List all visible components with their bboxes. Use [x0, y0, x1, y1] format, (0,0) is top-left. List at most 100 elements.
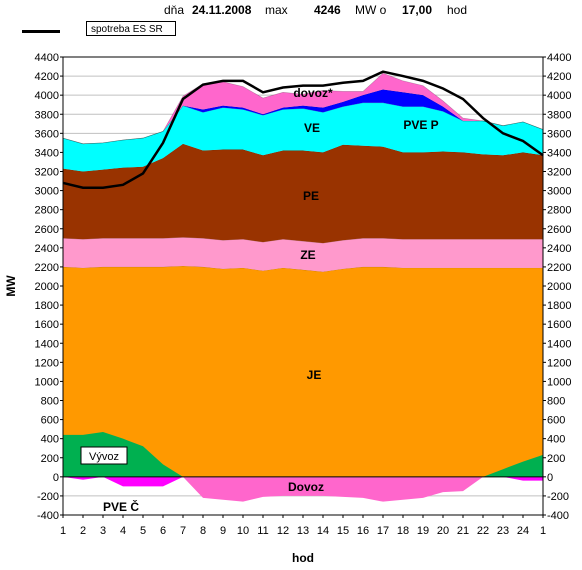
annotation-vyvoz-box — [80, 446, 128, 465]
y-tick-label-left: 1800 — [35, 300, 59, 312]
y-tick-label-right: 3200 — [547, 167, 571, 179]
unit-label: MW o — [355, 3, 387, 17]
x-tick-label: 18 — [397, 525, 409, 537]
series-line-spotreba — [62, 70, 544, 189]
y-tick-label-right: 1600 — [547, 319, 571, 331]
y-tick-label-right: 1200 — [547, 357, 571, 369]
area-ze — [63, 237, 543, 272]
y-tick-label-left: 200 — [41, 453, 59, 465]
y-tick-label-right: 2600 — [547, 224, 571, 236]
y-tick-label-left: 3400 — [35, 147, 59, 159]
y-tick-label-right: -400 — [547, 510, 569, 522]
y-tick-label-right: 0 — [547, 472, 553, 484]
y-tick-label-left: 2800 — [35, 205, 59, 217]
x-tick-label: 16 — [357, 525, 369, 537]
annotation-pe: PE — [303, 189, 319, 203]
y-tick-label-left: 1000 — [35, 376, 59, 388]
x-tick-label: 5 — [140, 525, 146, 537]
x-tick-label: 22 — [477, 525, 489, 537]
area-pve-c — [63, 476, 543, 487]
area-pve-p — [63, 89, 543, 144]
area-dovoz-neg — [63, 476, 543, 502]
y-tick-label-left: 3600 — [35, 128, 59, 140]
y-tick-label-right: 1400 — [547, 338, 571, 350]
y-tick-label-left: 2200 — [35, 262, 59, 274]
y-tick-label-right: 4400 — [547, 52, 571, 64]
y-tick-label-right: 2400 — [547, 243, 571, 255]
y-tick-label-right: 2800 — [547, 205, 571, 217]
y-tick-label-right: 400 — [547, 434, 565, 446]
x-tick-label: 20 — [437, 525, 449, 537]
x-tick-label: 8 — [200, 525, 206, 537]
y-tick-label-right: -200 — [547, 491, 569, 503]
area-pe — [63, 143, 543, 244]
y-tick-label-left: 2000 — [35, 281, 59, 293]
y-tick-label-left: 1400 — [35, 338, 59, 350]
x-tick-label: 12 — [277, 525, 289, 537]
hour-value: 17,00 — [402, 3, 433, 17]
y-tick-label-left: 600 — [41, 415, 59, 427]
x-tick-label: 6 — [160, 525, 166, 537]
y-tick-label-right: 4000 — [547, 90, 571, 102]
annotation-pve-c: PVE Č — [103, 499, 139, 514]
x-tick-label: 1 — [540, 525, 546, 537]
annotation-dovoz: Dovoz — [288, 480, 324, 494]
y-tick-label-left: 2400 — [35, 243, 59, 255]
annotation-ze: ZE — [300, 248, 315, 262]
max-value: 4246 — [314, 3, 341, 17]
hour-label: hod — [447, 3, 468, 17]
date-label: dňa — [164, 3, 185, 17]
y-tick-label-left: 800 — [41, 396, 59, 408]
x-tick-label: 14 — [317, 525, 329, 537]
date-value: 24.11.2008 — [192, 3, 252, 17]
annotation-vyvoz: Vývoz — [89, 451, 119, 463]
x-tick-label: 3 — [100, 525, 106, 537]
y-tick-label-left: 400 — [41, 434, 59, 446]
area-vyvoz — [63, 431, 543, 477]
x-tick-label: 24 — [517, 525, 529, 537]
y-tick-label-left: 1600 — [35, 319, 59, 331]
x-tick-label: 15 — [337, 525, 349, 537]
y-tick-label-right: 2000 — [547, 281, 571, 293]
y-tick-label-right: 600 — [547, 415, 565, 427]
y-tick-label-right: 4200 — [547, 71, 571, 83]
x-tick-label: 11 — [257, 525, 268, 537]
y-tick-label-right: 1000 — [547, 376, 571, 388]
annotation-ve: VE — [304, 121, 320, 135]
y-tick-label-left: 2600 — [35, 224, 59, 236]
y-tick-label-left: 1200 — [35, 357, 59, 369]
y-tick-label-left: 3000 — [35, 186, 59, 198]
y-tick-label-left: 3800 — [35, 109, 59, 121]
y-tick-label-left: 0 — [53, 472, 59, 484]
x-tick-label: 1 — [60, 525, 66, 537]
y-tick-label-left: 3200 — [35, 167, 59, 179]
y-tick-label-left: 4000 — [35, 90, 59, 102]
area-ve — [63, 102, 543, 172]
x-tick-label: 19 — [417, 525, 429, 537]
max-label: max — [265, 3, 288, 17]
x-tick-label: 23 — [497, 525, 509, 537]
x-tick-label: 13 — [297, 525, 309, 537]
y-tick-label-left: -400 — [37, 510, 59, 522]
y-tick-label-right: 2200 — [547, 262, 571, 274]
x-tick-label: 10 — [237, 525, 249, 537]
annotation-dovoz-star: dovoz* — [293, 86, 333, 100]
annotation-pve-p: PVE P — [403, 118, 438, 132]
x-tick-label: 17 — [377, 525, 389, 537]
y-tick-label-right: 800 — [547, 396, 565, 408]
area-dovoz- — [63, 73, 543, 144]
y-tick-label-left: 4400 — [35, 52, 59, 64]
x-tick-label: 2 — [80, 525, 86, 537]
x-tick-label: 7 — [180, 525, 186, 537]
x-axis-title: hod — [292, 551, 314, 565]
y-tick-label-right: 1800 — [547, 300, 571, 312]
legend-line-swatch — [22, 30, 60, 33]
x-tick-label: 4 — [120, 525, 126, 537]
y-tick-label-right: 3800 — [547, 109, 571, 121]
area-je — [63, 265, 543, 477]
y-tick-label-right: 3400 — [547, 147, 571, 159]
x-tick-label: 21 — [457, 525, 469, 537]
x-tick-label: 9 — [220, 525, 226, 537]
y-tick-label-left: -200 — [37, 491, 59, 503]
